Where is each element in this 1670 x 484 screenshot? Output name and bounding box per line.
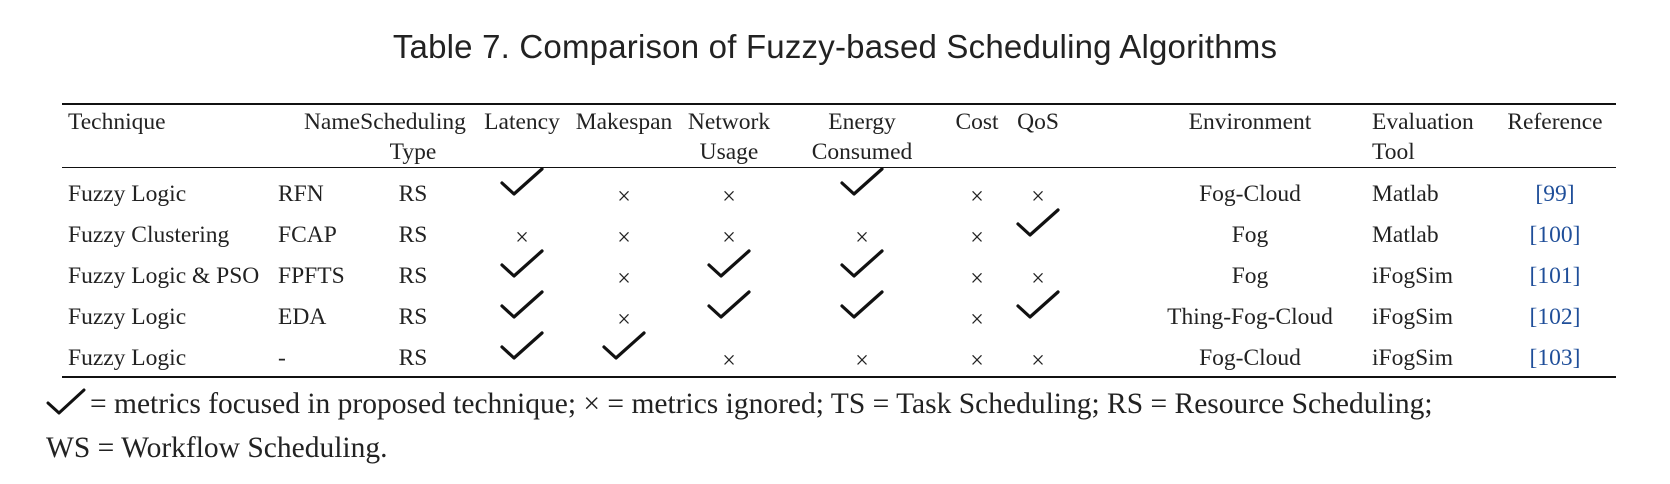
column-header-line: Consumed xyxy=(811,139,913,165)
cell-type: RS xyxy=(398,222,428,248)
cell-environment: Fog-Cloud xyxy=(1199,345,1301,371)
cell-type: RS xyxy=(398,345,428,371)
column-header-name: Name xyxy=(300,107,364,137)
table-legend: = metrics focused in proposed technique;… xyxy=(46,384,1646,468)
column-header-line: Latency xyxy=(484,109,560,135)
cell-type: RS xyxy=(398,263,428,289)
cross-icon: × xyxy=(970,225,984,251)
cell-name: - xyxy=(278,345,286,371)
column-header-line: Makespan xyxy=(575,109,673,135)
column-header-line: Energy xyxy=(828,109,896,135)
cell-technique: Fuzzy Clustering xyxy=(68,222,230,248)
cross-icon: × xyxy=(855,225,869,251)
check-icon xyxy=(839,247,885,281)
column-header-line: Scheduling xyxy=(360,109,466,135)
cross-icon: × xyxy=(970,307,984,333)
column-header-line: Name xyxy=(303,109,361,135)
check-icon xyxy=(499,329,545,363)
cell-technique: Fuzzy Logic xyxy=(68,345,187,371)
table-caption: Table 7. Comparison of Fuzzy-based Sched… xyxy=(392,28,1278,65)
cross-icon: × xyxy=(617,266,631,292)
check-icon xyxy=(1015,288,1061,322)
cell-name: RFN xyxy=(278,181,324,207)
column-header-line: Evaluation xyxy=(1372,109,1474,135)
check-icon xyxy=(839,165,885,199)
column-header-line: Cost xyxy=(955,109,999,135)
check-icon xyxy=(499,247,545,281)
column-header-energy: Energy Consumed xyxy=(800,107,924,167)
column-header-tool: Evaluation Tool xyxy=(1372,107,1492,167)
cross-icon: × xyxy=(617,184,631,210)
cross-icon: × xyxy=(515,225,529,251)
column-header-line: Environment xyxy=(1188,109,1312,135)
check-icon xyxy=(601,329,647,363)
column-header-reference: Reference xyxy=(1500,107,1610,137)
legend-line-2: WS = Workflow Scheduling. xyxy=(46,432,388,464)
cross-icon: × xyxy=(1031,348,1045,374)
cross-icon: × xyxy=(722,184,736,210)
cell-tool: Matlab xyxy=(1372,181,1439,207)
reference-link[interactable]: [100] xyxy=(1529,222,1581,248)
cell-environment: Fog-Cloud xyxy=(1199,181,1301,207)
reference-link[interactable]: [99] xyxy=(1535,181,1575,207)
check-icon xyxy=(706,288,752,322)
cell-name: FCAP xyxy=(278,222,337,248)
cell-name: EDA xyxy=(278,304,327,330)
column-header-line: Type xyxy=(389,139,437,165)
check-icon xyxy=(499,288,545,322)
cross-icon: × xyxy=(855,348,869,374)
cell-name: FPFTS xyxy=(278,263,345,289)
cell-tool: iFogSim xyxy=(1372,304,1453,330)
column-header-network: Network Usage xyxy=(678,107,780,167)
cell-tool: iFogSim xyxy=(1372,345,1453,371)
column-header-latency: Latency xyxy=(474,107,570,137)
cell-type: RS xyxy=(398,181,428,207)
cross-icon: × xyxy=(970,266,984,292)
check-icon xyxy=(499,165,545,199)
cell-tool: Matlab xyxy=(1372,222,1439,248)
column-header-line: QoS xyxy=(1017,109,1059,135)
check-icon xyxy=(706,247,752,281)
reference-link[interactable]: [102] xyxy=(1529,304,1581,330)
reference-link[interactable]: [101] xyxy=(1529,263,1581,289)
cross-icon: × xyxy=(722,225,736,251)
check-icon xyxy=(46,387,86,428)
legend-line-1: = metrics focused in proposed technique;… xyxy=(90,388,1433,420)
column-header-makespan: Makespan xyxy=(572,107,676,137)
cell-technique: Fuzzy Logic xyxy=(68,181,187,207)
cell-tool: iFogSim xyxy=(1372,263,1453,289)
cell-environment: Thing-Fog-Cloud xyxy=(1167,304,1333,330)
check-icon xyxy=(839,288,885,322)
cell-type: RS xyxy=(398,304,428,330)
cross-icon: × xyxy=(970,184,984,210)
reference-link[interactable]: [103] xyxy=(1529,345,1581,371)
column-header-line: Reference xyxy=(1507,109,1603,135)
column-header-cost: Cost xyxy=(948,107,1006,137)
column-header-line: Tool xyxy=(1372,139,1415,165)
cell-technique: Fuzzy Logic & PSO xyxy=(68,263,260,289)
table-header-rule xyxy=(62,167,1616,168)
cell-environment: Fog xyxy=(1231,263,1269,289)
cross-icon: × xyxy=(970,348,984,374)
column-header-type: Scheduling Type xyxy=(356,107,470,167)
column-header-environment: Environment xyxy=(1150,107,1350,137)
column-header-line: Network xyxy=(687,109,771,135)
column-header-line: Usage xyxy=(699,139,759,165)
cross-icon: × xyxy=(1031,184,1045,210)
cross-icon: × xyxy=(617,307,631,333)
table-top-rule xyxy=(62,103,1616,105)
check-icon xyxy=(1015,206,1061,240)
cross-icon: × xyxy=(1031,266,1045,292)
column-header-line: Technique xyxy=(68,109,166,135)
table-bottom-rule xyxy=(62,376,1616,378)
cross-icon: × xyxy=(722,348,736,374)
column-header-qos: QoS xyxy=(1010,107,1066,137)
cross-icon: × xyxy=(617,225,631,251)
cell-environment: Fog xyxy=(1231,222,1269,248)
cell-technique: Fuzzy Logic xyxy=(68,304,187,330)
column-header-technique: Technique xyxy=(68,107,268,137)
